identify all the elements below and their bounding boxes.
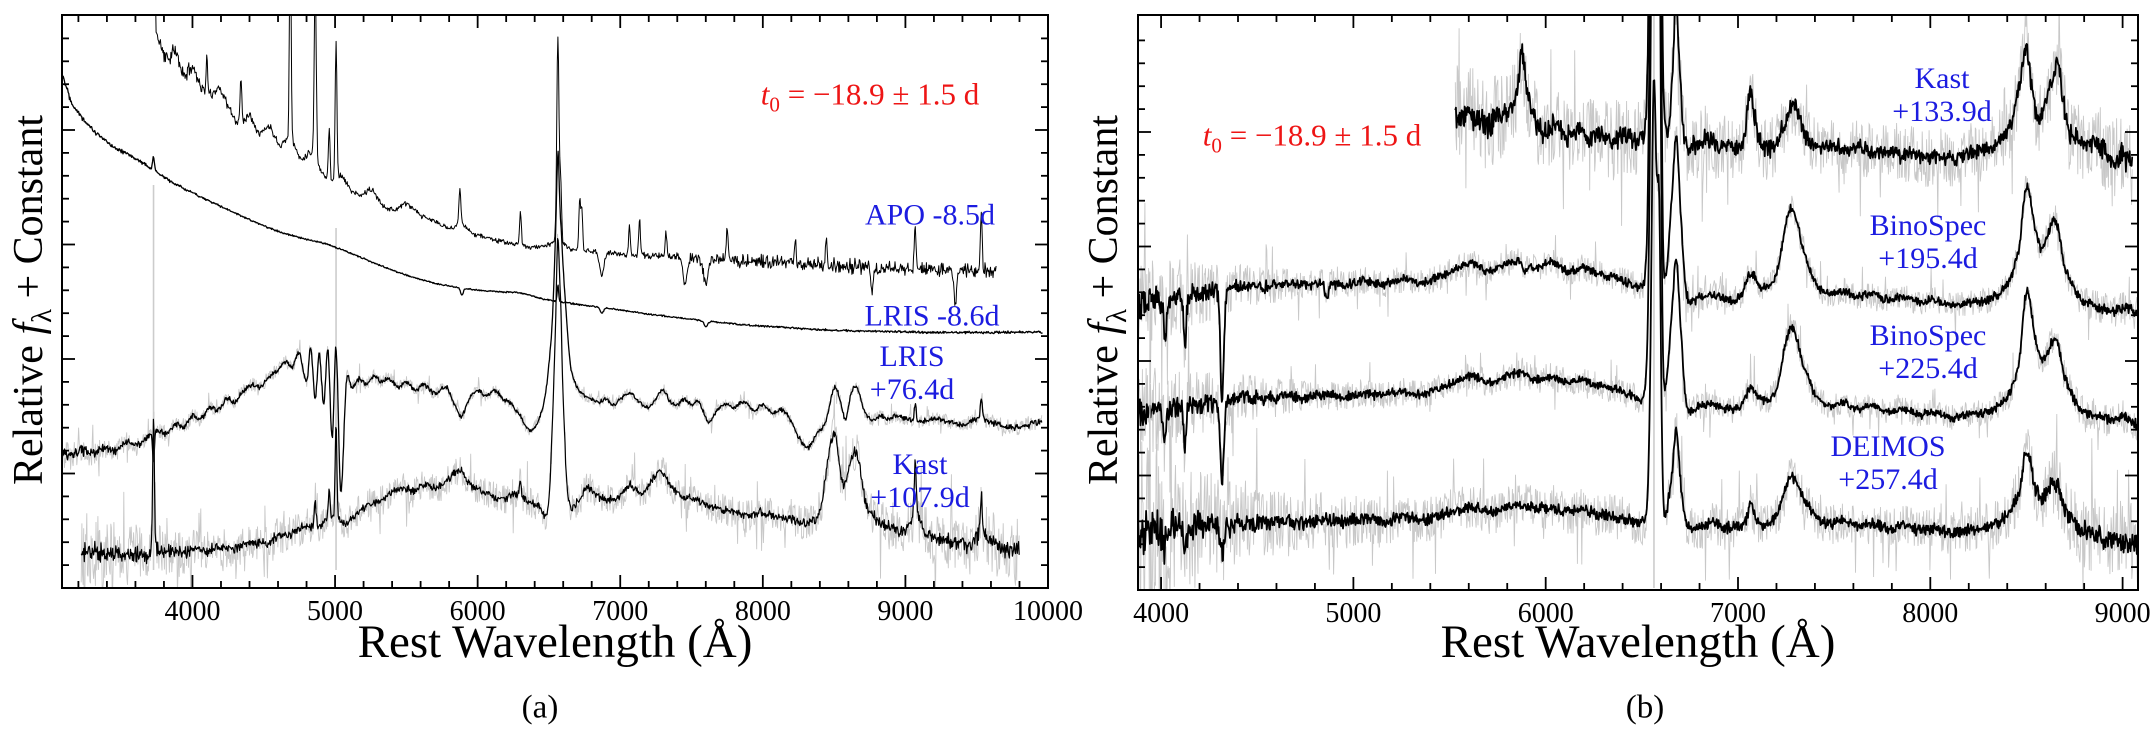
- spectrum-label-APO--8.5d: APO -8.5d: [865, 199, 995, 232]
- plot-area-b: [1138, 15, 2138, 590]
- annotation-t0-b-sub: 0: [1211, 133, 1222, 158]
- spectrum-label-Kast-+107.9d: Kast +107.9d: [870, 448, 969, 514]
- spectrum-BinoSpec-+225.4d: [1138, 15, 2138, 486]
- y-axis-label-a-post: + Constant: [5, 115, 52, 310]
- annotation-t0-a: t0 = −18.9 ± 1.5 d: [761, 76, 979, 117]
- spectrum-label-LRIS-+76.4d: LRIS +76.4d: [870, 340, 954, 406]
- annotation-t0-a-sub: 0: [769, 92, 780, 117]
- spectrum-label-line: +195.4d: [1878, 242, 1978, 275]
- spectrum-label-line: +257.4d: [1838, 463, 1938, 496]
- y-axis-label-b-sub: λ: [1102, 309, 1134, 323]
- annotation-t0-b: t0 = −18.9 ± 1.5 d: [1203, 117, 1421, 158]
- caption-b: (b): [1625, 689, 1665, 726]
- x-tick-label-5000: 5000: [307, 596, 364, 627]
- spectrum-noise-BinoSpec-+195.4d: [1138, 15, 2138, 405]
- x-tick-label-9000: 9000: [2094, 598, 2150, 629]
- x-tick-label-4000: 4000: [1133, 598, 1190, 629]
- annotation-t0-b-rest: = −18.9 ± 1.5 d: [1221, 117, 1422, 153]
- y-axis-label-a-pre: Relative: [5, 334, 52, 485]
- x-tick-label-8000: 8000: [1902, 598, 1959, 629]
- x-axis-label-b: Rest Wavelength (Å): [1440, 616, 1836, 668]
- x-tick-label-6000: 6000: [449, 596, 506, 627]
- y-axis-label-a-sym: f: [5, 322, 52, 335]
- y-axis-label-a-sub: λ: [27, 309, 59, 323]
- spectrum-label-line: BinoSpec: [1869, 319, 1987, 352]
- axes-frame-a: [61, 14, 1049, 589]
- spectrum-label-line: DEIMOS: [1830, 430, 1946, 463]
- spectrum-label-line: +76.4d: [869, 373, 955, 406]
- ticks-b: [1138, 15, 2138, 590]
- spectrum-label-line: LRIS -8.6d: [864, 299, 1000, 333]
- x-tick-label-6000: 6000: [1517, 598, 1574, 629]
- annotation-t0-b-sym: t: [1202, 117, 1212, 153]
- spectrum-LRIS--8.6d: [62, 75, 1043, 335]
- caption-a: (a): [521, 689, 559, 726]
- plot-area-a: [62, 15, 1043, 588]
- spectrum-noise-Kast-+133.9d: [1454, 15, 2133, 226]
- y-axis-label-b-pre: Relative: [1080, 334, 1127, 485]
- annotation-t0-a-rest: = −18.9 ± 1.5 d: [779, 76, 980, 112]
- spectrum-label-line: +133.9d: [1892, 95, 1992, 128]
- spectrum-label-line: LRIS: [879, 340, 945, 373]
- ticks-a: [62, 15, 1049, 588]
- spectrum-noise-Kast-+107.9d: [80, 233, 1020, 588]
- y-axis-label-b-sym: f: [1080, 322, 1127, 335]
- y-axis-label-b: Relative fλ + Constant: [1080, 115, 1134, 485]
- spectrum-label-line: Kast: [1914, 62, 1970, 95]
- spectrum-label-BinoSpec-+225.4d: BinoSpec +225.4d: [1870, 319, 1987, 385]
- annotation-t0-a-sym: t: [760, 76, 770, 112]
- spectrum-Kast-+133.9d: [1454, 15, 2134, 173]
- spectrum-label-DEIMOS-+257.4d: DEIMOS +257.4d: [1830, 430, 1945, 496]
- spectrum-BinoSpec-+195.4d: [1138, 15, 2138, 403]
- x-axis-label-a: Rest Wavelength (Å): [357, 616, 753, 668]
- x-tick-label-7000: 7000: [592, 596, 649, 627]
- x-tick-label-7000: 7000: [1710, 598, 1766, 629]
- x-tick-label-8000: 8000: [734, 596, 791, 627]
- spectrum-label-line: +107.9d: [870, 481, 970, 514]
- spectrum-label-BinoSpec-+195.4d: BinoSpec +195.4d: [1870, 209, 1987, 275]
- x-tick-label-4000: 4000: [164, 596, 221, 627]
- y-axis-label-b-post: + Constant: [1080, 115, 1127, 310]
- spectrum-label-line: Kast: [892, 448, 948, 481]
- spectrum-label-line: BinoSpec: [1869, 209, 1987, 242]
- x-tick-label-5000: 5000: [1325, 598, 1382, 629]
- spectrum-label-Kast-+133.9d: Kast +133.9d: [1892, 62, 1991, 128]
- y-axis-label-a: Relative fλ + Constant: [5, 115, 59, 485]
- spectrum-DEIMOS-+257.4d: [1138, 79, 2138, 565]
- x-tick-label-9000: 9000: [877, 596, 934, 627]
- spectrum-noise-DEIMOS-+257.4d: [1138, 94, 2138, 590]
- spectrum-LRIS-+76.4d: [62, 150, 1043, 492]
- x-tick-label-10000: 10000: [1013, 596, 1083, 627]
- spectrum-APO--8.5d: [155, 15, 997, 306]
- axes-frame-b: [1137, 14, 2139, 591]
- spectrum-label-line: +225.4d: [1878, 352, 1978, 385]
- spectrum-label-LRIS--8.6d: LRIS -8.6d: [865, 300, 1000, 333]
- spectrum-label-line: APO -8.5d: [864, 198, 996, 232]
- spectrum-Kast-+107.9d: [80, 238, 1020, 565]
